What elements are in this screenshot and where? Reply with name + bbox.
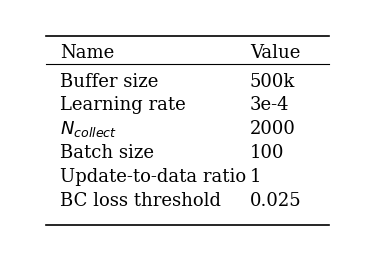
Text: Learning rate: Learning rate [60,96,186,115]
Text: 100: 100 [250,145,284,162]
Text: $N_{collect}$: $N_{collect}$ [60,120,117,140]
Text: Name: Name [60,44,114,62]
Text: Update-to-data ratio: Update-to-data ratio [60,168,246,187]
Text: 3e-4: 3e-4 [250,96,290,115]
Text: 1: 1 [250,168,261,187]
Text: 500k: 500k [250,73,295,91]
Text: Buffer size: Buffer size [60,73,158,91]
Text: 0.025: 0.025 [250,192,302,210]
Text: BC loss threshold: BC loss threshold [60,192,221,210]
Text: Value: Value [250,44,300,62]
Text: Batch size: Batch size [60,145,154,162]
Text: 2000: 2000 [250,120,296,138]
